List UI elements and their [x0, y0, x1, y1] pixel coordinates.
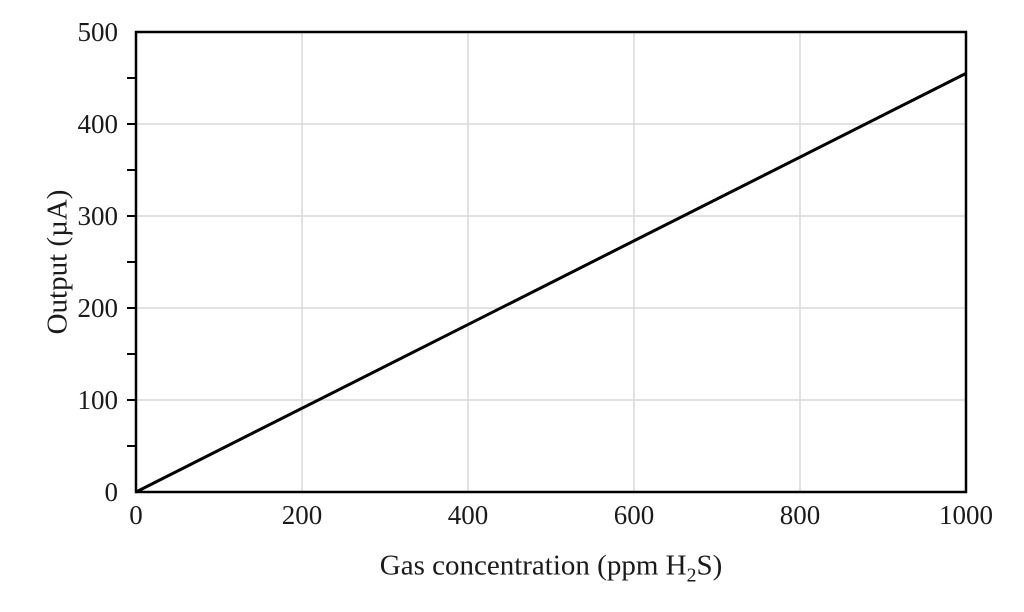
x-tick-label: 0	[129, 500, 143, 530]
y-axis-ticks	[127, 77, 136, 447]
x-tick-label: 1000	[939, 500, 993, 530]
y-tick-label: 500	[77, 17, 119, 47]
x-axis-title-text: Gas concentration (ppm H	[379, 549, 687, 582]
x-tick-label: 800	[779, 500, 821, 530]
plot-border	[134, 30, 968, 494]
y-tick-label: 200	[77, 293, 119, 323]
x-axis-title-text-end: S)	[696, 549, 723, 582]
y-tick-label: 400	[77, 109, 119, 139]
y-tick-label: 0	[104, 477, 119, 507]
gridlines	[136, 32, 966, 492]
x-tick-label: 600	[613, 500, 655, 530]
x-axis-title-subscript: 2	[686, 564, 697, 587]
y-tick-label: 100	[77, 385, 119, 415]
data-line	[135, 72, 967, 494]
y-tick-label: 300	[77, 201, 119, 231]
y-axis-title: Output (µA)	[41, 189, 74, 335]
x-tick-label: 400	[447, 500, 489, 530]
x-axis-title: Gas concentration (ppm H2S)	[379, 549, 723, 587]
x-tick-label: 200	[281, 500, 323, 530]
